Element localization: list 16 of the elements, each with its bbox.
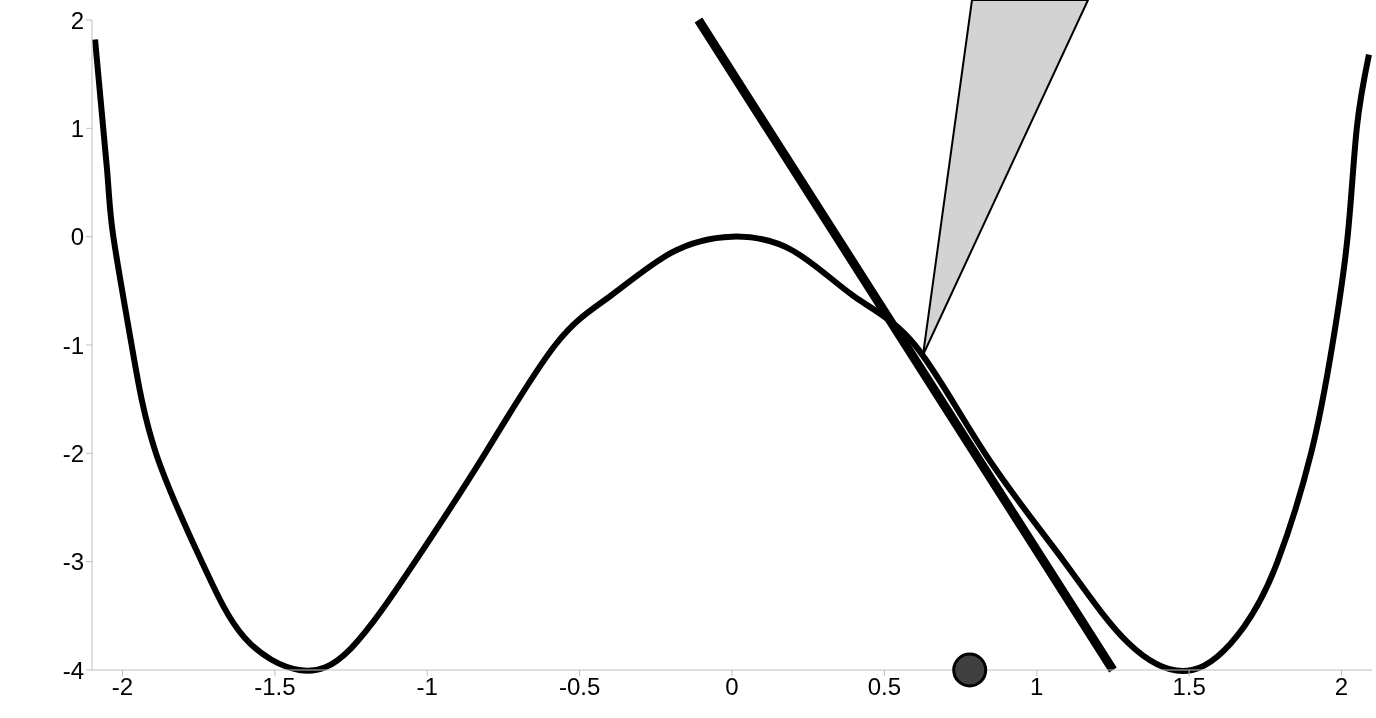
x-tick-label: 1.5 <box>1172 673 1206 701</box>
x-tick-label: -0.5 <box>558 673 601 701</box>
y-tick-label: 1 <box>70 114 84 142</box>
x-tick-label: 0.5 <box>867 673 902 701</box>
y-tick-label: -4 <box>62 656 84 684</box>
x-tick-label: 2 <box>1334 673 1349 701</box>
y-tick-label: -3 <box>62 548 84 576</box>
x-tick-label: -1.5 <box>254 673 296 701</box>
y-tick-label: -1 <box>62 331 84 359</box>
y-tick-label: -2 <box>62 439 84 467</box>
x-tick-label: -1 <box>416 673 438 701</box>
x-tick-label: 1 <box>1030 673 1044 701</box>
x-tick-label: 0 <box>725 673 739 701</box>
y-tick-label: 2 <box>70 6 84 34</box>
x-tick-label: -2 <box>111 673 134 701</box>
y-tick-label: 0 <box>70 223 84 251</box>
